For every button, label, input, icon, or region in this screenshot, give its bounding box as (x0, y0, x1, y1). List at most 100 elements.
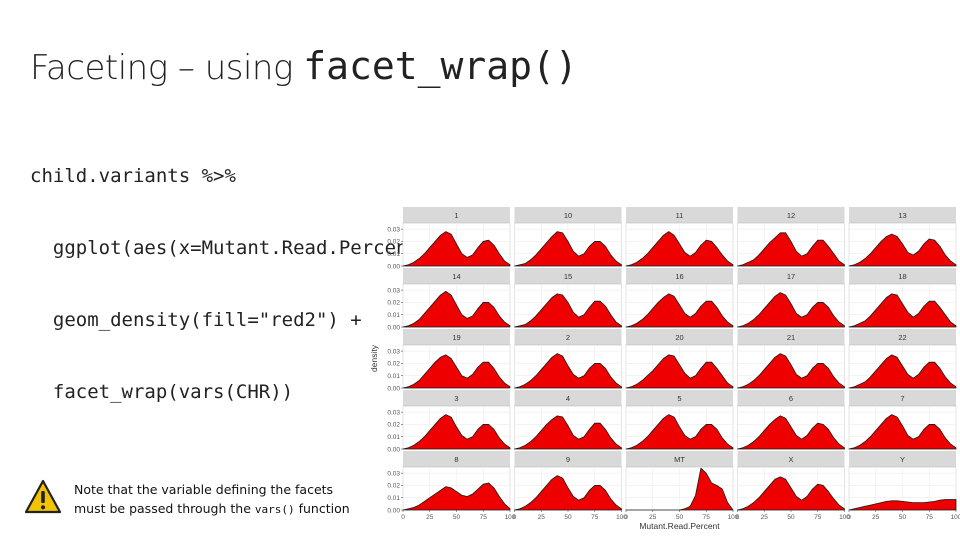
facet-strip (737, 268, 845, 284)
y-tick-label: 0.03 (387, 470, 400, 477)
density-area (514, 231, 622, 267)
y-tick-label: 0.02 (387, 483, 400, 490)
facet-chart-svg: 1 0.00 0.01 0.02 0.03 10 11 12 13 14 0.00 0.01 0.02 0… (369, 207, 960, 531)
y-tick-label: 0.00 (387, 507, 400, 514)
note-line-2-pre: must be passed through the (74, 501, 255, 516)
facet-strip (626, 329, 733, 345)
facet-strip-label: 15 (564, 272, 572, 281)
facet-strip-label: 7 (900, 394, 904, 403)
warning-note: Note that the variable defining the face… (24, 478, 369, 524)
facet-strip (737, 329, 845, 345)
density-area (848, 293, 957, 328)
x-tick-label: 25 (426, 514, 434, 521)
code-line: geom_density(fill="red2") + (30, 309, 362, 331)
density-area (737, 415, 845, 450)
density-area (737, 232, 845, 267)
facet-strip-label: 4 (566, 394, 570, 403)
facet-strip-label: 12 (787, 211, 795, 220)
density-area (625, 293, 734, 328)
facet-strip (849, 390, 956, 406)
y-tick-label: 0.02 (387, 300, 400, 307)
facet-strip (403, 329, 510, 345)
facet-strip-label: 5 (677, 394, 681, 403)
facet-strip (849, 451, 956, 467)
x-tick-label: 100 (951, 514, 960, 521)
facet-strip-label: 6 (789, 394, 793, 403)
x-tick-label: 0 (513, 514, 517, 521)
note-line-2-post: function (294, 501, 350, 516)
facet-strip (626, 390, 733, 406)
facet-strip-label: 18 (898, 272, 906, 281)
facet-strip (737, 207, 845, 223)
warning-icon (24, 479, 62, 514)
y-tick-label: 0.03 (387, 287, 400, 294)
density-area (402, 290, 511, 328)
y-tick-label: 0.00 (387, 324, 400, 331)
slide-title-text: Faceting – using (30, 48, 304, 88)
density-area (625, 354, 734, 389)
y-tick-label: 0.00 (387, 385, 400, 392)
density-area (848, 414, 957, 450)
note-line-2: must be passed through the vars() functi… (74, 499, 350, 519)
facet-strip (514, 390, 622, 406)
slide-title-code: facet_wrap() (303, 44, 578, 88)
x-tick-label: 75 (591, 514, 599, 521)
facet-strip-label: 17 (787, 272, 795, 281)
facet-strip-label: X (788, 455, 793, 464)
x-tick-label: 25 (649, 514, 657, 521)
facet-strip-label: 16 (675, 272, 683, 281)
x-tick-label: 50 (899, 514, 907, 521)
facet-strip (403, 451, 510, 467)
x-tick-label: 0 (847, 514, 851, 521)
x-axis-label: Mutant.Read.Percent (639, 521, 720, 531)
y-tick-label: 0.03 (387, 226, 400, 233)
facet-strip-label: 19 (452, 333, 460, 342)
density-area (402, 231, 511, 267)
x-tick-label: 75 (814, 514, 822, 521)
x-tick-label: 50 (676, 514, 684, 521)
density-area (737, 353, 845, 389)
y-tick-label: 0.01 (387, 495, 400, 502)
density-area (402, 354, 511, 389)
density-area (514, 415, 622, 450)
facet-strip (403, 390, 510, 406)
facet-strip-label: Y (900, 455, 905, 464)
facet-strip-label: 13 (898, 211, 906, 220)
x-tick-label: 50 (453, 514, 461, 521)
facet-strip-label: 22 (898, 333, 906, 342)
x-tick-label: 50 (787, 514, 795, 521)
x-tick-label: 75 (480, 514, 488, 521)
x-tick-label: 75 (703, 514, 711, 521)
density-area (625, 231, 734, 267)
facet-strip-label: 14 (452, 272, 460, 281)
x-tick-label: 100 (839, 514, 850, 521)
code-line: child.variants %>% (30, 165, 236, 187)
y-tick-label: 0.01 (387, 373, 400, 380)
facet-strip-label: 8 (454, 455, 458, 464)
density-area (514, 475, 622, 511)
y-tick-label: 0.03 (387, 348, 400, 355)
facet-strip-label: 10 (564, 211, 572, 220)
y-tick-label: 0.01 (387, 434, 400, 441)
x-tick-label: 50 (564, 514, 572, 521)
x-tick-label: 25 (761, 514, 769, 521)
x-tick-label: 75 (926, 514, 934, 521)
y-tick-label: 0.03 (387, 409, 400, 416)
facet-strip (737, 390, 845, 406)
density-area (848, 354, 957, 389)
facet-strip (849, 329, 956, 345)
facet-strip (514, 451, 622, 467)
note-line-2-code: vars() (254, 503, 295, 516)
density-area (737, 476, 845, 511)
x-tick-label: 100 (728, 514, 739, 521)
x-tick-label: 25 (872, 514, 880, 521)
facet-strip-label: 1 (454, 211, 458, 220)
facet-strip-label: 21 (787, 333, 795, 342)
density-area (625, 467, 734, 511)
code-line: facet_wrap(vars(CHR)) (30, 381, 294, 403)
facet-strip (849, 207, 956, 223)
y-axis-label: density (369, 344, 379, 372)
density-area (402, 414, 511, 450)
y-tick-label: 0.02 (387, 422, 400, 429)
facet-strip-label: 3 (454, 394, 458, 403)
